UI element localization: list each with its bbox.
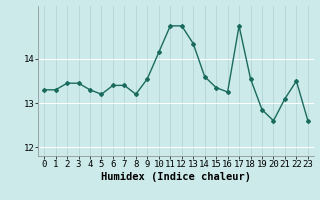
X-axis label: Humidex (Indice chaleur): Humidex (Indice chaleur) — [101, 172, 251, 182]
